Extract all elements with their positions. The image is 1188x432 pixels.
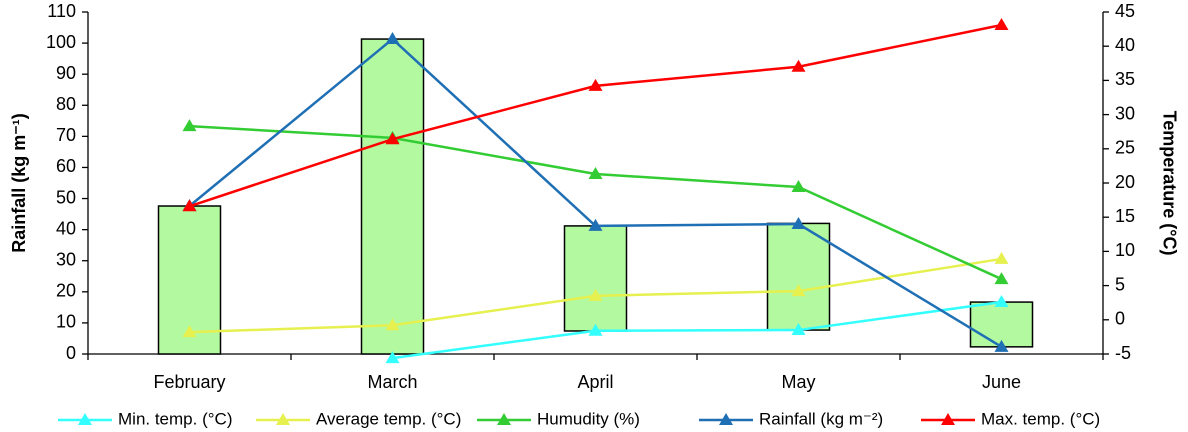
series-marker <box>588 166 603 179</box>
series-marker <box>994 339 1009 352</box>
series-marker <box>994 295 1009 308</box>
series-marker <box>588 218 603 231</box>
y2-tick-label: 20 <box>1115 172 1135 192</box>
x-tick-label: February <box>153 372 225 392</box>
bar <box>969 301 1034 348</box>
series-marker <box>385 351 400 364</box>
y-tick-label: 10 <box>56 312 76 332</box>
legend-marker <box>78 413 92 425</box>
series-marker <box>182 325 197 338</box>
series-marker <box>791 284 806 297</box>
series-marker <box>182 199 197 212</box>
x-tick-label: May <box>781 372 815 392</box>
y-axis-title: Rainfall (kg m⁻¹) <box>9 113 29 253</box>
y2-tick-label: 45 <box>1115 1 1135 21</box>
series-marker <box>791 180 806 193</box>
series-marker <box>385 32 400 45</box>
legend-marker <box>276 413 290 425</box>
series-marker <box>182 119 197 132</box>
legend-marker <box>941 413 955 425</box>
series-marker <box>385 132 400 145</box>
bar <box>563 225 628 332</box>
y2-tick-label: 0 <box>1115 309 1125 329</box>
x-tick-label: June <box>982 372 1021 392</box>
legend-marker <box>719 413 733 425</box>
y-tick-label: 40 <box>56 218 76 238</box>
legend-label: Rainfall (kg m⁻²) <box>759 409 883 428</box>
y2-tick-label: 35 <box>1115 69 1135 89</box>
series-marker <box>791 217 806 230</box>
series-line <box>189 23 1002 208</box>
series-marker <box>994 17 1009 30</box>
x-tick-label: March <box>367 372 417 392</box>
y-tick-label: 90 <box>56 63 76 83</box>
series-marker <box>791 323 806 336</box>
series-marker <box>994 272 1009 285</box>
y2-tick-label: -5 <box>1115 343 1131 363</box>
y2-axis-title: Temperature (°C) <box>1159 111 1179 256</box>
y-tick-label: 80 <box>56 94 76 114</box>
y2-tick-label: 10 <box>1115 240 1135 260</box>
y-tick-label: 20 <box>56 281 76 301</box>
series-marker <box>791 59 806 72</box>
y2-tick-label: 25 <box>1115 138 1135 158</box>
series-marker <box>385 318 400 331</box>
series-marker <box>588 78 603 91</box>
series-marker <box>588 288 603 301</box>
y2-tick-label: 15 <box>1115 206 1135 226</box>
x-tick-label: April <box>577 372 613 392</box>
series-marker <box>994 251 1009 264</box>
y2-tick-label: 5 <box>1115 274 1125 294</box>
series-marker <box>588 323 603 336</box>
y2-tick-label: 40 <box>1115 35 1135 55</box>
y-tick-label: 50 <box>56 187 76 207</box>
bar <box>766 222 831 331</box>
legend-label: Max. temp. (°C) <box>981 409 1100 428</box>
legend-marker <box>497 413 511 425</box>
y-tick-label: 70 <box>56 125 76 145</box>
y-tick-label: 100 <box>46 32 76 52</box>
y-tick-label: 110 <box>47 1 76 21</box>
y-tick-label: 0 <box>66 343 76 363</box>
y-tick-label: 60 <box>56 156 76 176</box>
series-line <box>392 300 1002 360</box>
bar <box>360 38 425 355</box>
legend-label: Average temp. (°C) <box>316 409 461 428</box>
y2-tick-label: 30 <box>1115 103 1135 123</box>
legend-label: Min. temp. (°C) <box>118 409 232 428</box>
legend-label: Humudity (%) <box>537 409 640 428</box>
y-tick-label: 30 <box>56 249 76 269</box>
